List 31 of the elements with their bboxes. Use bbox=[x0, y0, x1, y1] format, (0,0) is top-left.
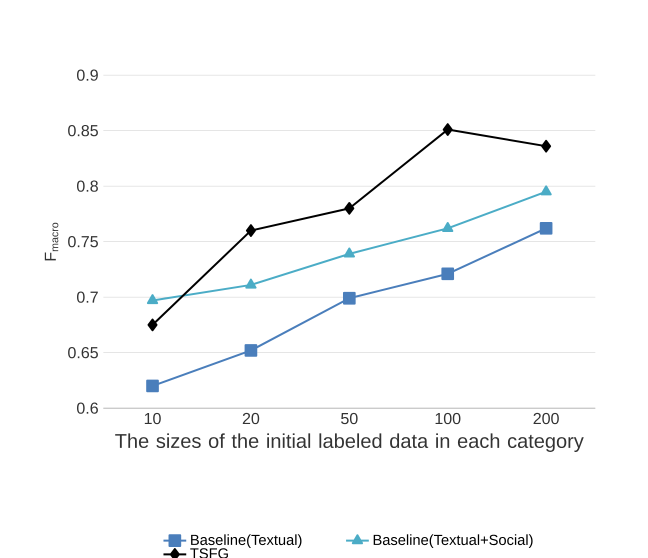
point bbox=[344, 248, 355, 258]
point bbox=[246, 224, 256, 237]
y-tick-label: 0.75 bbox=[68, 236, 98, 248]
legend-label: Baseline(Textual+Social) bbox=[374, 534, 533, 548]
point bbox=[442, 222, 454, 232]
point bbox=[342, 292, 356, 305]
point bbox=[244, 344, 258, 357]
y-tick-label: 0.6 bbox=[77, 402, 98, 414]
x-tick-label: 10 bbox=[144, 412, 161, 424]
point bbox=[441, 268, 454, 280]
point bbox=[540, 185, 552, 196]
point bbox=[540, 222, 552, 235]
point bbox=[541, 140, 552, 153]
x-tick-label: 50 bbox=[341, 412, 358, 424]
y-tick-label: 0.7 bbox=[77, 292, 98, 303]
point bbox=[146, 380, 159, 392]
y-tick-label: 0.9 bbox=[77, 70, 98, 81]
y-tick-label: 0.85 bbox=[68, 125, 98, 136]
x-tick-label: 100 bbox=[436, 412, 460, 424]
point bbox=[442, 123, 453, 136]
point bbox=[146, 294, 158, 304]
x-axis-title: The sizes of the initial labeled data in each category bbox=[115, 433, 584, 452]
legend-label: Baseline(Textual) bbox=[191, 534, 302, 548]
point bbox=[245, 278, 257, 289]
point bbox=[344, 202, 354, 215]
point bbox=[148, 318, 158, 332]
y-tick-label: 0.65 bbox=[68, 346, 98, 358]
y-axis-title: F$_{macro}$ bbox=[44, 222, 58, 260]
y-tick-label: 0.8 bbox=[77, 180, 98, 192]
x-tick-label: 200 bbox=[534, 412, 559, 424]
x-tick-label: 20 bbox=[242, 412, 260, 424]
